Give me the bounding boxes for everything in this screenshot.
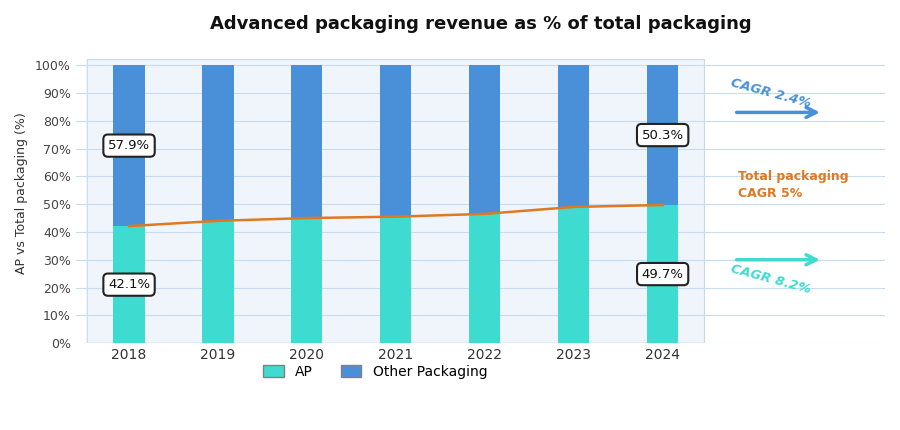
Bar [381, 65, 411, 217]
Bar [558, 65, 590, 207]
Text: 49.7%: 49.7% [642, 267, 684, 281]
Bar [381, 217, 411, 343]
FancyBboxPatch shape [87, 59, 705, 343]
Bar [469, 214, 500, 343]
Bar [292, 218, 322, 343]
Bar [469, 65, 500, 214]
Text: CAGR 2.4%: CAGR 2.4% [729, 76, 813, 110]
Text: 50.3%: 50.3% [642, 129, 684, 141]
Bar [113, 65, 145, 226]
Bar [202, 65, 233, 221]
Title: Advanced packaging revenue as % of total packaging: Advanced packaging revenue as % of total… [210, 15, 752, 33]
Text: 57.9%: 57.9% [108, 139, 150, 152]
Bar [202, 221, 233, 343]
Text: CAGR 8.2%: CAGR 8.2% [729, 262, 813, 296]
Bar [647, 65, 679, 205]
Text: Total packaging
CAGR 5%: Total packaging CAGR 5% [738, 170, 849, 200]
Bar [558, 207, 590, 343]
Bar [292, 65, 322, 218]
Bar [647, 205, 679, 343]
Text: 42.1%: 42.1% [108, 278, 150, 291]
Y-axis label: AP vs Total packaging (%): AP vs Total packaging (%) [15, 112, 28, 274]
Legend: AP, Other Packaging: AP, Other Packaging [257, 359, 493, 384]
Bar [113, 226, 145, 343]
